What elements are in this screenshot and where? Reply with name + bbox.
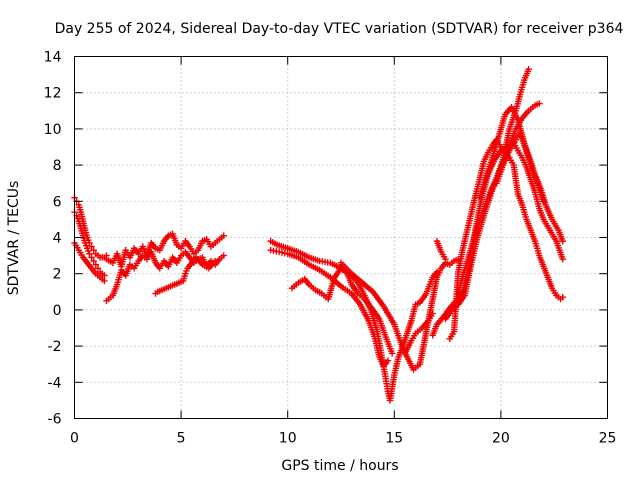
data-point: [220, 232, 227, 239]
x-tick-label: 25: [599, 431, 617, 447]
data-point: [536, 100, 543, 107]
x-axis-label: GPS time / hours: [281, 458, 398, 474]
series-trace-k: [401, 136, 566, 357]
series-trace-b: [71, 208, 108, 279]
x-tick-label: 0: [70, 431, 79, 447]
y-tick-label: 14: [44, 50, 62, 66]
data-point: [220, 252, 227, 259]
data-series: [71, 65, 566, 404]
data-point: [442, 256, 449, 263]
x-tick-label: 20: [492, 431, 510, 447]
series-trace-i: [288, 265, 396, 357]
data-point: [540, 198, 547, 205]
data-point: [88, 254, 95, 261]
series-trace-n: [455, 65, 532, 295]
series-trace-g: [267, 237, 441, 404]
y-tick-label: -2: [48, 339, 62, 355]
data-point: [101, 272, 108, 279]
data-point: [429, 310, 436, 317]
x-tick-label: 15: [385, 431, 403, 447]
y-tick-label: 4: [53, 231, 62, 247]
y-axis-label: SDTVAR / TECUs: [6, 181, 22, 296]
x-tick-label: 5: [177, 431, 186, 447]
y-tick-label: -4: [48, 375, 62, 391]
data-point: [94, 265, 102, 272]
data-point: [90, 257, 97, 265]
x-tick-label: 10: [279, 431, 297, 447]
y-tick-label: 6: [53, 194, 62, 210]
series-trace-f: [152, 254, 219, 297]
data-point: [92, 261, 100, 268]
y-tick-label: -6: [48, 412, 62, 428]
series-trace-o: [476, 103, 547, 205]
chart-title: Day 255 of 2024, Sidereal Day-to-day VTE…: [55, 21, 624, 37]
data-point: [101, 277, 108, 285]
data-point: [384, 357, 392, 364]
data-point: [525, 65, 532, 73]
data-point: [559, 294, 566, 301]
y-tick-label: 12: [44, 86, 62, 102]
y-tick-label: 8: [53, 158, 62, 174]
series-trace-c: [71, 239, 108, 285]
data-point: [212, 257, 219, 265]
data-point: [88, 243, 95, 250]
series-trace-h: [267, 246, 392, 370]
data-point: [388, 350, 396, 357]
data-point: [86, 250, 93, 257]
y-tick-label: 10: [44, 122, 62, 138]
data-point: [90, 246, 97, 254]
y-tick-labels: -6 -4 -2 0 2 4 6 8 10 12 14: [44, 50, 62, 428]
data-point: [559, 256, 566, 263]
axis-ticks: [74, 56, 608, 419]
x-tick-labels: 0 5 10 15 20 25: [70, 431, 616, 447]
y-tick-label: 0: [53, 303, 62, 319]
y-tick-label: 2: [53, 267, 62, 283]
series-trace-p: [493, 100, 543, 187]
data-point: [559, 237, 566, 245]
